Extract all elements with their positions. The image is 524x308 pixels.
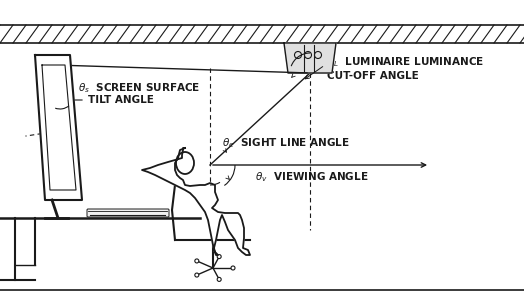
Text: $\theta_L$  LUMINAIRE LUMINANCE: $\theta_L$ LUMINAIRE LUMINANCE (327, 55, 484, 69)
Polygon shape (35, 55, 82, 200)
Text: TILT ANGLE: TILT ANGLE (88, 95, 154, 105)
Polygon shape (142, 148, 250, 255)
Text: CUT-OFF ANGLE: CUT-OFF ANGLE (327, 71, 419, 81)
Text: $\theta_v$  VIEWING ANGLE: $\theta_v$ VIEWING ANGLE (255, 170, 368, 184)
Polygon shape (284, 43, 336, 73)
Ellipse shape (231, 266, 235, 270)
Bar (0, 0, 524, 43)
Text: $\theta_e$  SIGHT LINE ANGLE: $\theta_e$ SIGHT LINE ANGLE (222, 136, 350, 150)
Ellipse shape (195, 273, 199, 277)
Ellipse shape (217, 278, 221, 282)
FancyBboxPatch shape (87, 209, 169, 217)
Ellipse shape (195, 259, 199, 263)
Ellipse shape (217, 255, 221, 259)
Text: $\theta_s$  SCREEN SURFACE: $\theta_s$ SCREEN SURFACE (78, 81, 200, 95)
